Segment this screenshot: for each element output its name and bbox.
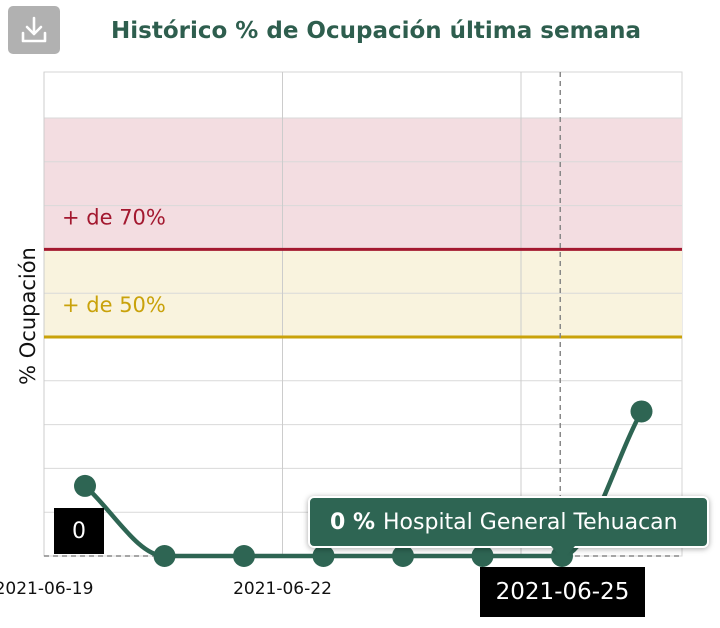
x-tick-label: 2021-06-22 — [233, 579, 332, 599]
data-point — [392, 545, 414, 567]
data-point — [74, 474, 96, 497]
band-0 — [44, 118, 682, 250]
crosshair-y-label: 0 — [54, 508, 104, 554]
tooltip: 0 % Hospital General Tehuacan — [308, 496, 709, 548]
data-point — [630, 400, 653, 423]
chart-title: Histórico % de Ocupación última semana — [111, 18, 641, 44]
download-icon — [21, 16, 47, 43]
data-point — [153, 545, 176, 567]
download-button[interactable] — [8, 6, 60, 54]
band-label-0: + de 70% — [62, 205, 166, 229]
tooltip-arrow — [551, 546, 575, 560]
x-tick-label: 2021-06-19 — [0, 579, 93, 599]
data-point — [312, 545, 335, 567]
data-point — [471, 545, 494, 567]
tooltip-series-name: Hospital General Tehuacan — [383, 509, 678, 535]
tooltip-value: 0 % — [330, 509, 376, 535]
crosshair-x-label: 2021-06-25 — [480, 567, 645, 617]
data-point — [233, 545, 255, 567]
band-label-1: + de 50% — [62, 293, 166, 317]
